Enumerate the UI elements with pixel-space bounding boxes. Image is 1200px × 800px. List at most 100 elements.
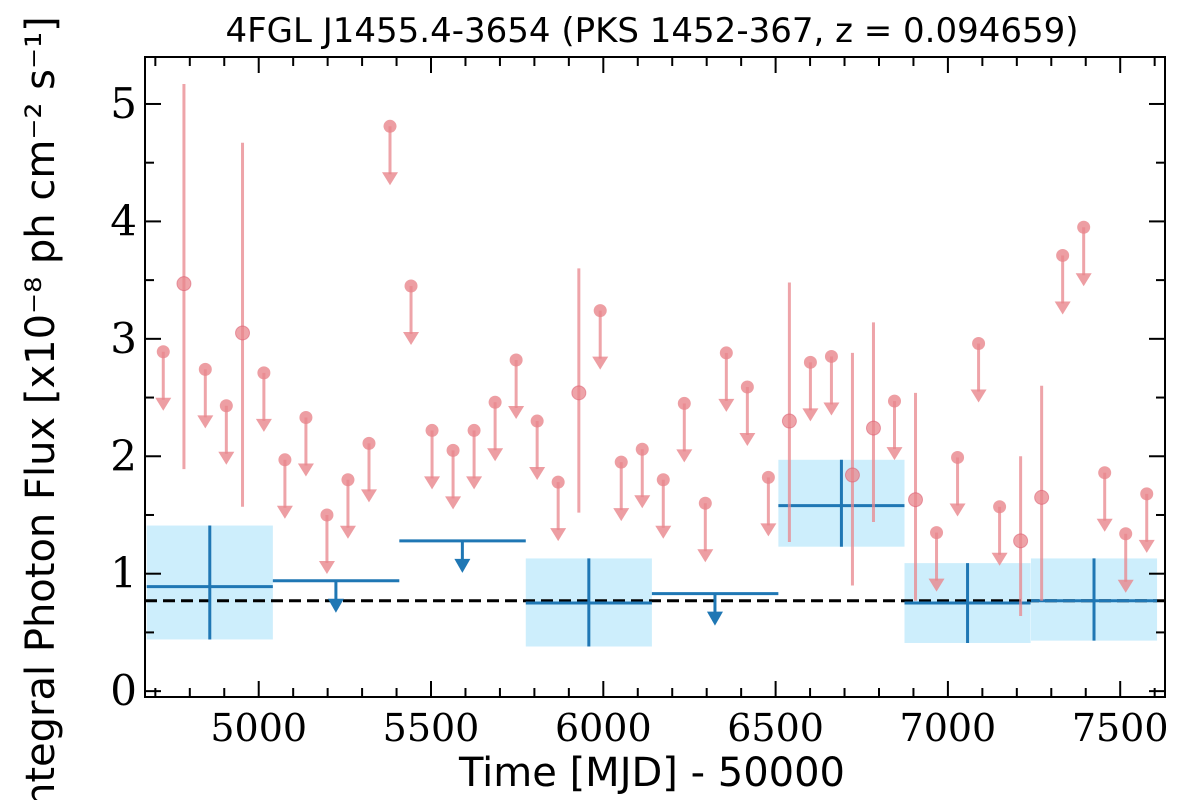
- short-bin-upper-limit-arrow: [550, 528, 567, 542]
- short-bin-upper-limit-point: [1098, 466, 1112, 480]
- short-bin-upper-limit-point: [299, 411, 313, 425]
- short-bin-upper-limit-arrow: [634, 495, 651, 509]
- plot-frame: [144, 56, 1166, 698]
- short-bin-point: [908, 492, 924, 508]
- short-bin-upper-limit-point: [362, 436, 376, 450]
- long-bin-upper-limit-arrow: [454, 558, 471, 573]
- x-tick-label: 5500: [383, 706, 480, 750]
- short-bin-upper-limit-point: [219, 399, 233, 413]
- short-bin-upper-limit-point: [198, 362, 212, 376]
- short-bin-upper-limit-point: [278, 453, 292, 467]
- short-bin-upper-limit-arrow: [613, 508, 630, 522]
- short-bin-point: [1013, 533, 1029, 549]
- short-bin-upper-limit-point: [824, 349, 838, 363]
- short-bin-upper-limit-arrow: [760, 523, 777, 537]
- short-bin-upper-limit-arrow: [739, 432, 756, 446]
- short-bin-point: [844, 467, 860, 483]
- short-bin-upper-limit-point: [930, 526, 944, 540]
- short-bin-upper-limit-point: [320, 508, 334, 522]
- short-bin-upper-limit-point: [156, 345, 170, 359]
- short-bin-upper-limit-arrow: [991, 552, 1008, 566]
- short-bin-upper-limit-point: [677, 396, 691, 410]
- short-bin-upper-limit-point: [509, 353, 523, 367]
- short-bin-point: [571, 385, 587, 401]
- long-bin-upper-limit-arrow: [327, 598, 344, 613]
- short-bin-upper-limit-arrow: [949, 503, 966, 517]
- short-bin-upper-limit-arrow: [676, 449, 693, 463]
- short-bin-upper-limit-point: [993, 500, 1007, 514]
- y-tick-label: 5: [110, 79, 137, 128]
- short-bin-upper-limit-point: [635, 442, 649, 456]
- short-bin-upper-limit-arrow: [718, 398, 735, 412]
- short-bin-upper-limit-arrow: [466, 476, 483, 490]
- short-bin-points: [155, 84, 1155, 616]
- short-bin-upper-limit-arrow: [487, 448, 504, 462]
- short-bin-point: [176, 276, 192, 292]
- short-bin-upper-limit-arrow: [1096, 518, 1113, 532]
- short-bin-upper-limit-point: [803, 355, 817, 369]
- short-bin-upper-limit-arrow: [592, 356, 609, 370]
- short-bin-point: [235, 325, 251, 341]
- short-bin-upper-limit-arrow: [1054, 301, 1071, 315]
- y-tick-label: 4: [110, 196, 137, 245]
- short-bin-upper-limit-arrow: [403, 331, 420, 345]
- short-bin-upper-limit-arrow: [655, 525, 672, 539]
- short-bin-upper-limit-arrow: [445, 496, 462, 510]
- short-bin-upper-limit-point: [467, 423, 481, 437]
- short-bin-upper-limit-point: [383, 119, 397, 133]
- short-bin-upper-limit-point: [761, 470, 775, 484]
- short-bin-upper-limit-point: [719, 346, 733, 360]
- short-bin-upper-limit-arrow: [1117, 579, 1134, 593]
- short-bin-upper-limit-point: [1119, 527, 1133, 541]
- short-bin-upper-limit-arrow: [1075, 273, 1092, 287]
- short-bin-upper-limit-point: [972, 337, 986, 351]
- y-axis-label: Integral Photon Flux [x10⁻⁸ ph cm⁻² s⁻¹]: [18, 16, 64, 800]
- short-bin-upper-limit-point: [698, 496, 712, 510]
- short-bin-upper-limit-point: [530, 414, 544, 428]
- short-bin-point: [1034, 489, 1050, 505]
- short-bin-upper-limit-point: [656, 473, 670, 487]
- short-bin-upper-limit-arrow: [155, 397, 172, 411]
- short-bin-upper-limit-point: [425, 423, 439, 437]
- short-bin-upper-limit-arrow: [697, 549, 714, 563]
- short-bin-upper-limit-point: [341, 473, 355, 487]
- short-bin-upper-limit-arrow: [339, 525, 356, 539]
- x-tick-label: 7000: [900, 706, 997, 750]
- short-bin-point: [865, 420, 881, 436]
- short-bin-upper-limit-arrow: [297, 463, 314, 477]
- short-bin-upper-limit-point: [257, 366, 271, 380]
- short-bin-point: [781, 413, 797, 429]
- x-tick-label: 7500: [1072, 706, 1169, 750]
- short-bin-upper-limit-arrow: [1138, 539, 1155, 553]
- plot-area: 5000 5500 6000 6500 7000 7500 0 1 2 3 4 5: [110, 56, 1169, 750]
- short-bin-upper-limit-arrow: [197, 415, 214, 429]
- x-axis-label: Time [MJD] - 50000: [458, 750, 845, 796]
- y-tick-label: 2: [110, 431, 137, 480]
- short-bin-upper-limit-point: [1056, 248, 1070, 262]
- y-tick-label: 3: [110, 314, 137, 363]
- short-bin-upper-limit-arrow: [318, 560, 335, 574]
- short-bin-upper-limit-arrow: [823, 402, 840, 416]
- short-bin-upper-limit-arrow: [928, 578, 945, 592]
- x-tick-label: 6500: [727, 706, 824, 750]
- y-tick-label: 1: [110, 549, 137, 598]
- long-bin-upper-limit-arrow: [706, 611, 723, 626]
- short-bin-upper-limit-point: [1077, 220, 1091, 234]
- y-axis-ticks: 0 1 2 3 4 5: [110, 79, 1165, 715]
- short-bin-upper-limit-point: [593, 304, 607, 318]
- short-bin-upper-limit-point: [740, 380, 754, 394]
- short-bin-upper-limit-point: [404, 279, 418, 293]
- short-bin-upper-limit-arrow: [255, 418, 272, 432]
- short-bin-upper-limit-point: [887, 394, 901, 408]
- short-bin-upper-limit-arrow: [382, 172, 399, 186]
- short-bin-upper-limit-arrow: [360, 489, 377, 503]
- short-bin-upper-limit-point: [488, 395, 502, 409]
- short-bin-upper-limit-point: [614, 455, 628, 469]
- y-tick-label: 0: [110, 666, 137, 715]
- short-bin-upper-limit-point: [446, 443, 460, 457]
- short-bin-upper-limit-point: [1140, 487, 1154, 501]
- long-bin-points: [146, 459, 1158, 647]
- x-axis-ticks: 5000 5500 6000 6500 7000 7500: [154, 57, 1169, 750]
- short-bin-upper-limit-arrow: [886, 447, 903, 461]
- short-bin-upper-limit-arrow: [970, 389, 987, 403]
